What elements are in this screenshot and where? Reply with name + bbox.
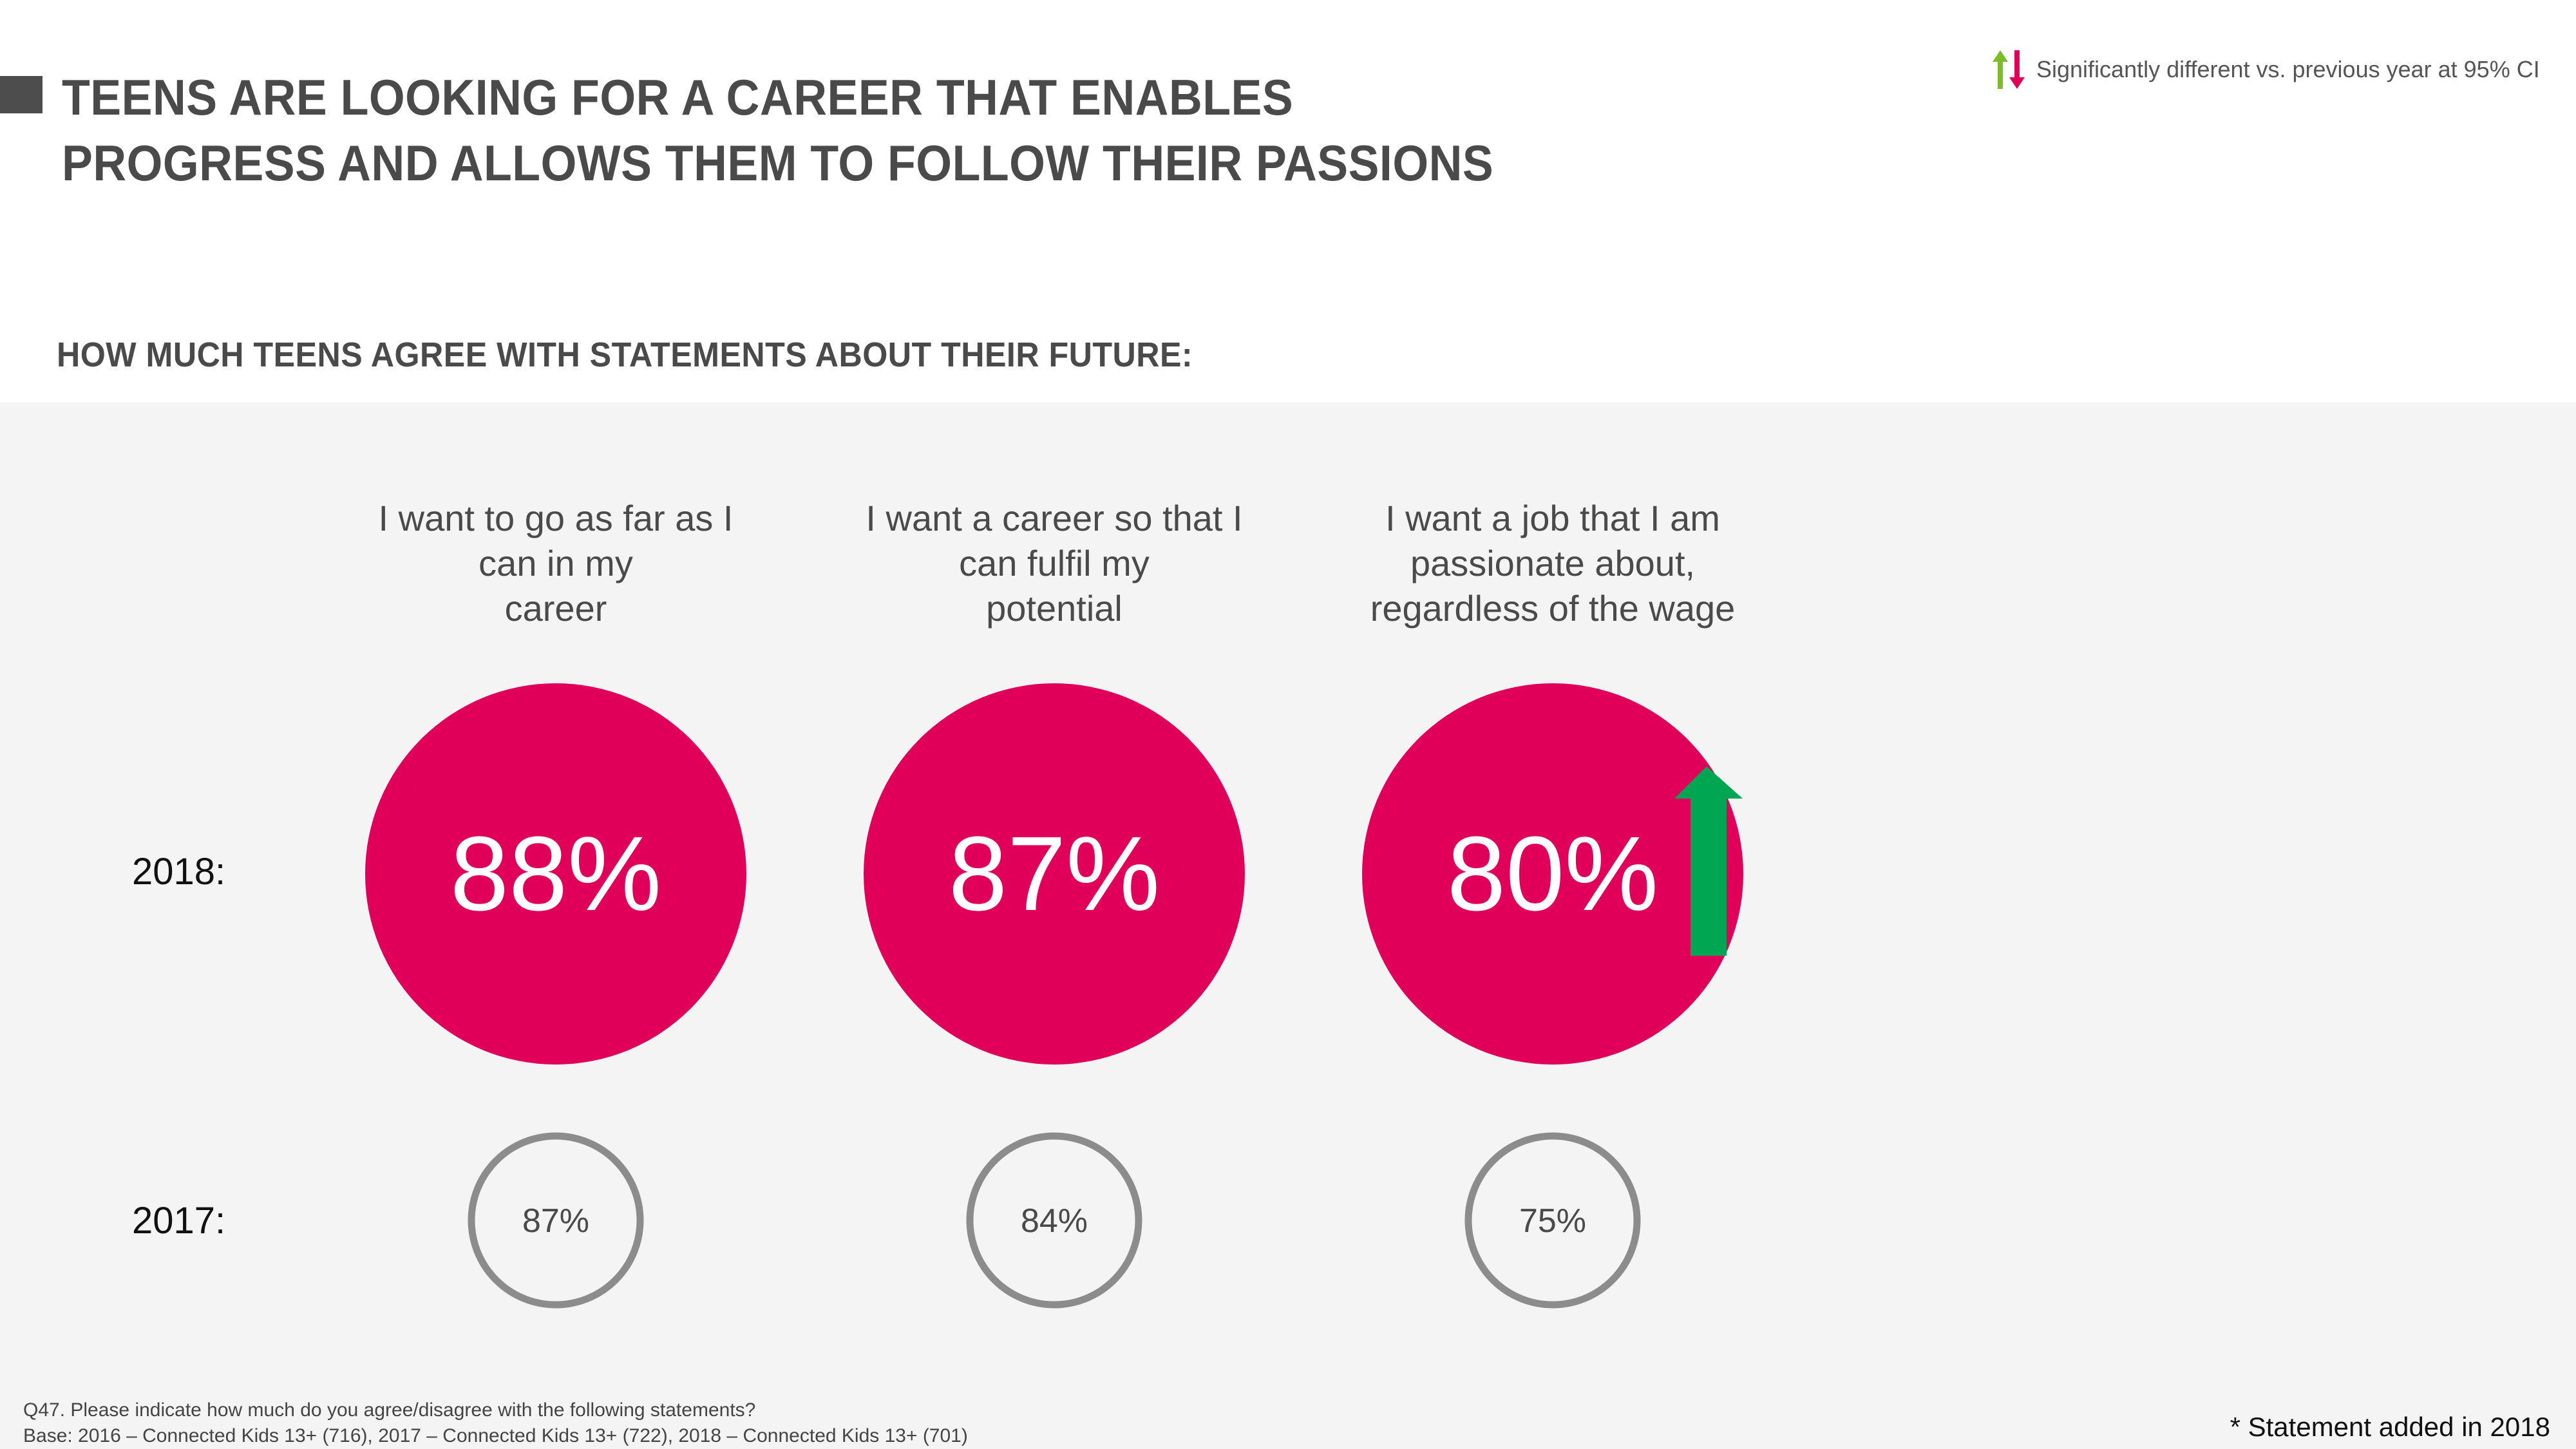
statement-3-line-1: I want a job that I am: [1385, 498, 1720, 538]
legend-text: Significantly different vs. previous yea…: [2036, 56, 2540, 82]
statement-2-line-1: I want a career so that I: [866, 498, 1243, 538]
circle-2017-3: [1464, 1132, 1641, 1309]
footnote-base: Base: 2016 – Connected Kids 13+ (716), 2…: [23, 1425, 968, 1446]
value-label-2018-1: 88%: [450, 815, 661, 933]
value-label-2017-2: 84%: [1021, 1202, 1088, 1240]
footnote-question: Q47. Please indicate how much do you agr…: [23, 1399, 756, 1421]
up-down-arrows-icon: [1993, 50, 2025, 89]
row-label-2018: 2018:: [132, 851, 226, 893]
page-title: TEENS ARE LOOKING FOR A CAREER THAT ENAB…: [62, 64, 1543, 196]
statement-2: I want a career so that I can fulfil my …: [810, 496, 1299, 631]
up-arrow-icon: [1993, 50, 2008, 89]
title-line-2: PROGRESS AND ALLOWS THEM TO FOLLOW THEIR…: [62, 135, 1494, 191]
row-label-2017: 2017:: [132, 1200, 226, 1242]
statement-1-line-1: I want to go as far as I: [378, 498, 734, 538]
chart-subtitle: HOW MUCH TEENS AGREE WITH STATEMENTS ABO…: [57, 336, 1193, 374]
statement-3-line-2: passionate about,: [1410, 543, 1696, 583]
value-label-2017-3: 75%: [1519, 1202, 1586, 1240]
statement-1: I want to go as far as I can in my caree…: [311, 496, 800, 631]
statement-3-line-3: regardless of the wage: [1370, 588, 1736, 629]
circle-2018-1: [365, 683, 746, 1065]
statement-2-line-3: potential: [986, 588, 1122, 629]
footnote: Q47. Please indicate how much do you agr…: [23, 1397, 968, 1449]
title-marker: [0, 76, 43, 113]
title-line-1: TEENS ARE LOOKING FOR A CAREER THAT ENAB…: [62, 69, 1294, 126]
circle-2017-1: [468, 1132, 644, 1309]
value-label-2017-1: 87%: [522, 1202, 589, 1240]
statement-3: I want a job that I am passionate about,…: [1308, 496, 1797, 631]
circle-2018-3: [1362, 683, 1743, 1065]
value-label-2018-3: 80%: [1447, 815, 1658, 933]
significant-increase-arrow-icon: [1674, 766, 1743, 956]
circle-2017-2: [966, 1132, 1142, 1309]
statement-1-line-2: can in my: [478, 543, 633, 583]
statement-1-line-3: career: [504, 588, 607, 629]
statement-added-note: * Statement added in 2018: [2230, 1412, 2550, 1442]
value-label-2018-2: 87%: [949, 815, 1160, 933]
statement-2-line-2: can fulfil my: [959, 543, 1150, 583]
down-arrow-icon: [2009, 50, 2025, 89]
circle-2018-2: [864, 683, 1245, 1065]
significance-legend: Significantly different vs. previous yea…: [1990, 50, 2540, 89]
